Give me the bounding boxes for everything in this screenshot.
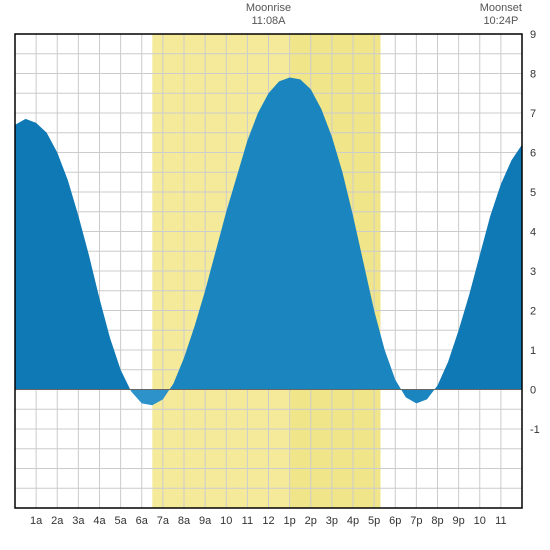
y-tick-label: 4 bbox=[530, 227, 536, 239]
y-tick-label: 7 bbox=[530, 108, 536, 120]
tide-lobe bbox=[15, 119, 130, 390]
x-tick-label: 9p bbox=[453, 515, 465, 527]
x-tick-label: 4a bbox=[93, 515, 106, 527]
x-tick-label: 1a bbox=[30, 515, 43, 527]
moonrise-time: 11:08A bbox=[251, 15, 285, 27]
y-tick-label: 5 bbox=[530, 187, 536, 199]
moonset-title: Moonset bbox=[480, 2, 522, 14]
moonrise-annotation: Moonrise 11:08A bbox=[239, 2, 299, 28]
x-tick-label: 11 bbox=[242, 515, 253, 527]
x-tick-label: 5a bbox=[115, 515, 128, 527]
top-annotations: Moonrise 11:08A Moonset 10:24P bbox=[0, 2, 550, 32]
y-tick-label: 8 bbox=[530, 69, 536, 81]
x-tick-label: 2p bbox=[305, 515, 317, 527]
x-tick-label: 4p bbox=[347, 515, 359, 527]
x-tick-label: 3a bbox=[72, 515, 85, 527]
y-tick-label: 6 bbox=[530, 148, 536, 160]
x-tick-label: 1p bbox=[284, 515, 296, 527]
y-tick-label: 2 bbox=[530, 306, 536, 318]
tide-chart: 1a2a3a4a5a6a7a8a9a1011121p2p3p4p5p6p7p8p… bbox=[0, 0, 550, 550]
tide-lobe bbox=[401, 390, 434, 404]
x-tick-label: 6p bbox=[389, 515, 401, 527]
x-tick-label: 10 bbox=[220, 515, 232, 527]
x-tick-label: 6a bbox=[136, 515, 149, 527]
x-tick-label: 7p bbox=[410, 515, 422, 527]
x-tick-label: 10 bbox=[474, 515, 486, 527]
y-tick-label: 3 bbox=[530, 266, 536, 278]
tide-chart-container: Moonrise 11:08A Moonset 10:24P 1a 2a 3a 4a 5… bbox=[0, 0, 550, 550]
x-tick-label: 7a bbox=[157, 515, 170, 527]
x-tick-label: 8a bbox=[178, 515, 191, 527]
y-tick-label: 0 bbox=[530, 385, 536, 397]
x-tick-label: 11 bbox=[495, 515, 506, 527]
x-tick-label: 5p bbox=[368, 515, 380, 527]
tide-lobe bbox=[434, 145, 522, 390]
moonset-annotation: Moonset 10:24P bbox=[471, 2, 531, 28]
moonset-time: 10:24P bbox=[483, 15, 518, 27]
y-tick-label: -1 bbox=[530, 424, 540, 436]
x-tick-label: 3p bbox=[326, 515, 338, 527]
y-tick-label: 1 bbox=[530, 345, 536, 357]
moonrise-title: Moonrise bbox=[246, 2, 291, 14]
x-tick-label: 12 bbox=[262, 515, 274, 527]
x-tick-label: 8p bbox=[431, 515, 443, 527]
x-tick-label: 9a bbox=[199, 515, 212, 527]
x-tick-label: 2a bbox=[51, 515, 64, 527]
